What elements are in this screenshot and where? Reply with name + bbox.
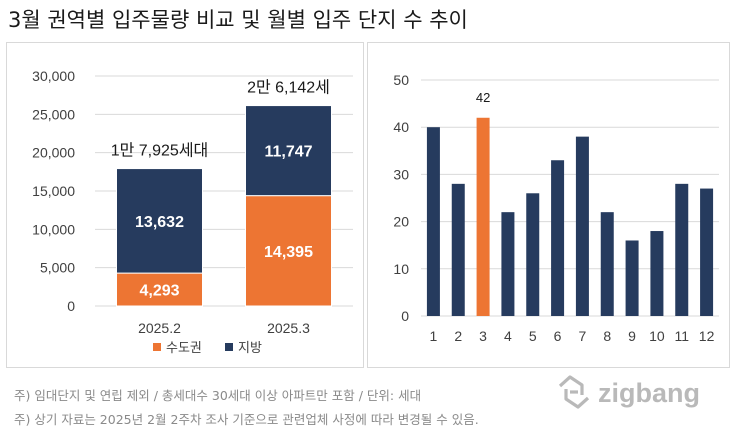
x-tick-label: 9 — [628, 328, 636, 344]
bar — [575, 136, 589, 316]
bar — [501, 212, 515, 316]
bar — [625, 240, 639, 316]
bar-highlight — [476, 117, 490, 316]
bar — [650, 231, 664, 316]
footnote-1: 주) 임대단지 및 연립 제외 / 총세대수 30세대 이상 아파트만 포함 /… — [14, 388, 422, 403]
bar-total-label: 1만 7,925세대 — [111, 142, 209, 160]
x-tick-label: 10 — [649, 328, 665, 344]
legend-swatch — [153, 343, 161, 351]
bar-segment-provincial — [116, 168, 203, 274]
x-tick-label: 4 — [504, 328, 512, 344]
bar — [451, 183, 465, 316]
x-tick-label: 2025.2 — [138, 320, 181, 336]
regional-volume-panel: 0 5,000 10,000 15,000 20,000 25,000 30,000 4,29… — [6, 42, 364, 368]
bar — [426, 127, 440, 316]
y-tick-label: 30,000 — [32, 68, 75, 84]
bar-value-label: 13,632 — [135, 214, 184, 231]
footnote-2: 주) 상기 자료는 2025년 2월 2주차 조사 기준으로 관련업체 사정에 … — [14, 412, 479, 427]
page-title: 3월 권역별 입주물량 비교 및 월별 입주 단지 수 추이 — [8, 8, 468, 32]
y-tick-label: 10 — [393, 261, 409, 277]
x-tick-label: 1 — [430, 328, 438, 344]
bar-segment-capital — [245, 195, 332, 307]
y-tick-label: 50 — [393, 72, 409, 88]
x-tick-label: 6 — [554, 328, 562, 344]
bar — [675, 183, 689, 316]
y-tick-label: 5,000 — [40, 260, 75, 276]
legend-label: 수도권 — [166, 340, 202, 355]
y-tick-label: 20 — [393, 214, 409, 230]
bar — [600, 212, 614, 316]
bar-total-label: 2만 6,142세 — [247, 79, 330, 97]
y-tick-label: 30 — [393, 166, 409, 182]
zigbang-logo-text: zigbang — [598, 378, 700, 408]
bar-value-label: 4,293 — [139, 283, 179, 300]
y-tick-label: 15,000 — [32, 183, 75, 199]
bar — [551, 160, 565, 316]
x-tick-label: 12 — [699, 328, 715, 344]
bar — [526, 193, 540, 316]
y-tick-label: 0 — [401, 308, 409, 324]
x-tick-label: 11 — [674, 328, 689, 344]
regional-stacked-bar-chart: 0 5,000 10,000 15,000 20,000 25,000 30,000 4,29… — [32, 68, 353, 355]
highlight-value-label: 42 — [476, 90, 490, 105]
x-tick-label: 7 — [579, 328, 587, 344]
x-tick-label: 3 — [479, 328, 487, 344]
y-tick-label: 25,000 — [32, 106, 75, 122]
x-tick-label: 2 — [454, 328, 462, 344]
chart-legend: 수도권 지방 — [153, 340, 262, 355]
monthly-complex-panel: 0 10 20 30 40 50 1 2 3 42 4 5 6 7 8 9 10 11 12 — [367, 42, 730, 368]
legend-swatch — [225, 343, 233, 351]
x-tick-label: 5 — [529, 328, 537, 344]
x-tick-label: 8 — [603, 328, 611, 344]
x-tick-label: 2025.3 — [267, 320, 310, 336]
y-tick-label: 40 — [393, 119, 409, 135]
legend-label: 지방 — [238, 340, 262, 355]
y-tick-label: 0 — [67, 298, 75, 314]
bar-value-label: 14,395 — [264, 244, 313, 261]
y-tick-label: 20,000 — [32, 145, 75, 161]
bar-segment-provincial — [245, 105, 332, 197]
zigbang-logo-icon — [558, 375, 590, 409]
zigbang-logo: zigbang — [556, 372, 731, 412]
bar-value-label: 11,747 — [264, 144, 312, 161]
y-tick-label: 10,000 — [32, 221, 75, 237]
bar — [700, 188, 714, 316]
bar-segment-capital — [116, 272, 203, 307]
